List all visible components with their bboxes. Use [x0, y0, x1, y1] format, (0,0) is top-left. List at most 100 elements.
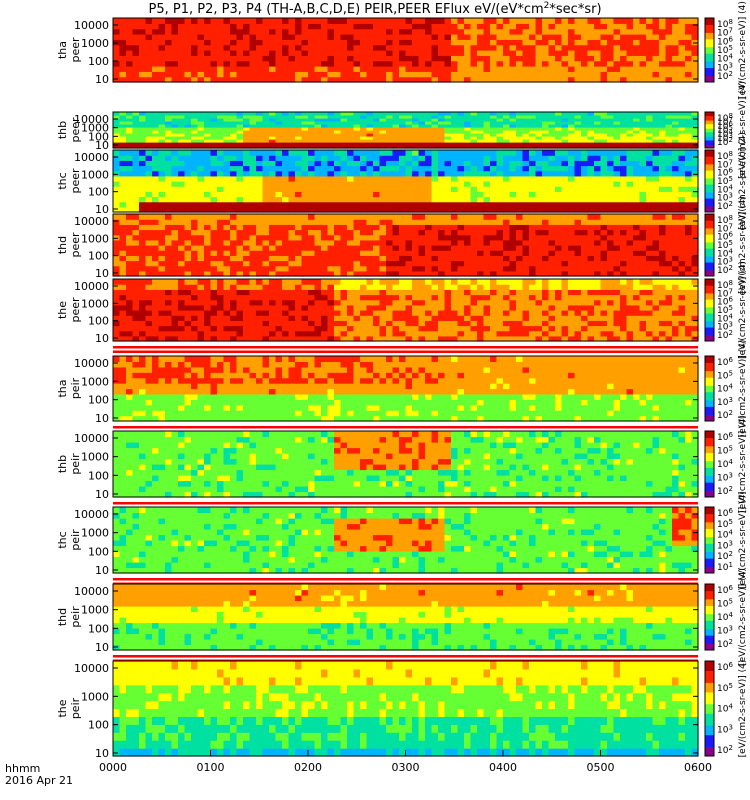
colorbar-unit-label: [eV/(cm2-s-sr-eV)] (4): [738, 261, 748, 359]
colorbar-tick-label: 103: [717, 539, 733, 551]
colorbar-tick-label: 103: [717, 132, 733, 144]
y-tick-label: 100: [88, 130, 109, 143]
panel-probe-label: tha: [56, 379, 69, 397]
colorbar-tick-label: 107: [717, 27, 733, 39]
colorbar-tick-label: 102: [717, 70, 733, 82]
panel-type-label: peer: [69, 168, 82, 194]
panel-type-label: peir: [69, 529, 82, 551]
panel-type-label: peir: [69, 697, 82, 719]
panel-thd-peer: 10 100 1000 10000 thd peer 1021031041051061071…: [56, 196, 748, 294]
colorbar-tick-label: 107: [717, 287, 733, 299]
colorbar-tick-label: 106: [717, 120, 733, 132]
colorbar-unit-label: [eV/(cm2-s-sr-eV)] (4): [738, 415, 748, 513]
colorbar-unit-label: [eV/(cm2-s-sr-eV)] (4): [738, 132, 748, 230]
y-tick-label: 10000: [74, 585, 109, 598]
x-tick-label: 0400: [489, 761, 517, 774]
panel-type-label: peir: [69, 453, 82, 475]
colorbar-tick-label: 103: [717, 396, 733, 408]
panel-probe-label: the: [56, 301, 69, 319]
colorbar-tick-label: 107: [717, 222, 733, 234]
panel-probe-label: thb: [56, 455, 69, 473]
y-tick-label: 1000: [81, 37, 109, 50]
panel-frame: [112, 355, 699, 422]
y-tick-label: 100: [88, 186, 109, 199]
y-tick-label: 10: [95, 267, 109, 280]
panel-frame: [112, 149, 699, 213]
colorbar-tick-label: 105: [717, 124, 733, 136]
panel-type-label: peer: [69, 117, 82, 143]
colorbar-tick-label: 104: [717, 703, 733, 715]
colorbar-tick-label: 108: [717, 150, 733, 162]
colorbar-tick-label: 104: [717, 611, 733, 623]
y-tick-label: 10000: [74, 357, 109, 370]
panel-frame: [112, 506, 699, 574]
x-axis-date: 2016 Apr 21: [5, 774, 73, 787]
y-tick-label: 10: [95, 73, 109, 86]
colorbar-unit-label: [eV/(cm2-s-sr-eV)] (4): [738, 568, 748, 666]
panel-frame: [112, 430, 699, 498]
colorbar-tick-label: 108: [717, 214, 733, 226]
y-tick-label: 10000: [74, 662, 109, 675]
colorbar-tick-label: 102: [717, 485, 733, 497]
y-tick-label: 10000: [74, 113, 109, 126]
panel-tha-peer: 10 100 1000 10000 tha peer 1021031041051061071…: [56, 1, 748, 99]
colorbar-tick-label: 106: [717, 584, 733, 596]
colorbar-tick-label: 102: [717, 200, 733, 212]
y-tick-label: 100: [88, 55, 109, 68]
x-tick-label: 0100: [197, 761, 225, 774]
colorbar-tick-label: 103: [717, 723, 733, 735]
x-axis-label: hhmm: [5, 762, 40, 775]
colorbar-tick-label: 106: [717, 167, 733, 179]
colorbar-unit-label: [eV/(cm2-s-sr-eV)] (4): [738, 81, 748, 179]
y-tick-label: 100: [88, 315, 109, 328]
colorbar-tick-label: 105: [717, 598, 733, 610]
panel-frame: [112, 111, 699, 149]
panel-probe-label: thc: [56, 531, 69, 548]
y-tick-label: 100: [88, 622, 109, 635]
colorbar-tick-label: 106: [717, 661, 733, 673]
x-tick-label: 0000: [99, 761, 127, 774]
colorbar-tick-label: 104: [717, 458, 733, 470]
colorbar-tick-label: 104: [717, 128, 733, 140]
panel-probe-label: thd: [56, 236, 69, 254]
colorbar-tick-label: 102: [717, 638, 733, 650]
colorbar-tick-label: 103: [717, 625, 733, 637]
y-tick-label: 1000: [81, 690, 109, 703]
y-tick-label: 1000: [81, 232, 109, 245]
panel-type-label: peer: [69, 297, 82, 323]
colorbar-unit-label: [eV/(cm2-s-sr-eV)] (4): [738, 660, 748, 758]
panel-type-label: peir: [69, 377, 82, 399]
y-tick-label: 10000: [74, 432, 109, 445]
colorbar-unit-label: [eV/(cm2-s-sr-eV)] (4): [738, 491, 748, 589]
colorbar-tick-label: 102: [717, 744, 733, 756]
y-tick-label: 1000: [81, 297, 109, 310]
y-tick-label: 10: [95, 488, 109, 501]
colorbar-tick-label: 108: [717, 279, 733, 291]
panel-type-label: peer: [69, 232, 82, 258]
colorbar-tick-label: 106: [717, 356, 733, 368]
y-tick-label: 100: [88, 719, 109, 732]
chart-title: P5, P1, P2, P3, P4 (TH-A,B,C,D,E) PEIR,P…: [148, 1, 601, 17]
y-tick-label: 100: [88, 545, 109, 558]
x-tick-label: 0200: [294, 761, 322, 774]
colorbar-tick-label: 107: [717, 116, 733, 128]
y-tick-label: 100: [88, 250, 109, 263]
y-tick-label: 10000: [74, 215, 109, 228]
y-tick-label: 1000: [81, 375, 109, 388]
colorbar-tick-label: 106: [717, 296, 733, 308]
colorbar-tick-label: 105: [717, 44, 733, 56]
